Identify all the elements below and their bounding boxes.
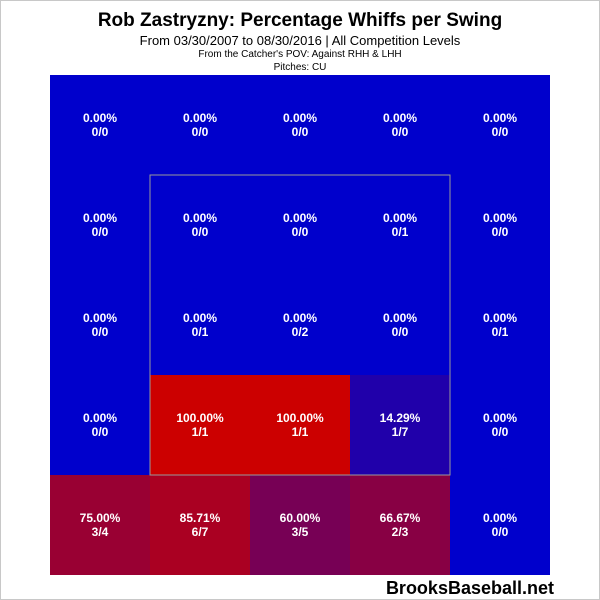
zone-cell-r2-c3 — [250, 175, 350, 275]
zone-count-label: 2/3 — [392, 525, 409, 539]
zone-cell-r1-c3 — [250, 75, 350, 175]
zone-count-label: 0/1 — [192, 325, 209, 339]
zone-cell-r4-c2 — [150, 375, 250, 475]
zone-count-label: 0/1 — [392, 225, 409, 239]
zone-cell-r5-c3 — [250, 475, 350, 575]
zone-cell-r2-c1 — [50, 175, 150, 275]
zone-cell-r4-c1 — [50, 375, 150, 475]
zone-pct-label: 66.67% — [380, 511, 421, 525]
zone-count-label: 0/0 — [492, 225, 509, 239]
chart-subtitle: From 03/30/2007 to 08/30/2016 | All Comp… — [139, 33, 461, 48]
zone-cell-r3-c3 — [250, 275, 350, 375]
zone-count-label: 0/1 — [492, 325, 509, 339]
zone-pct-label: 0.00% — [283, 211, 317, 225]
pitches-caption: Pitches: CU — [273, 62, 327, 73]
zone-cell-r1-c4 — [350, 75, 450, 175]
zone-cell-r4-c3 — [250, 375, 350, 475]
zone-count-label: 0/0 — [392, 325, 409, 339]
zone-count-label: 0/0 — [192, 225, 209, 239]
zone-count-label: 0/0 — [392, 125, 409, 139]
zone-cell-r3-c5 — [450, 275, 550, 375]
zone-count-label: 1/1 — [292, 425, 309, 439]
zone-cell-r3-c2 — [150, 275, 250, 375]
zone-count-label: 3/4 — [92, 525, 109, 539]
watermark: BrooksBaseball.net — [385, 578, 554, 598]
zone-cell-r4-c5 — [450, 375, 550, 475]
zone-count-label: 0/0 — [292, 225, 309, 239]
zone-count-label: 0/0 — [492, 525, 509, 539]
zone-pct-label: 0.00% — [83, 211, 117, 225]
zone-cell-r2-c5 — [450, 175, 550, 275]
zone-count-label: 0/0 — [92, 125, 109, 139]
zone-pct-label: 0.00% — [483, 511, 517, 525]
zone-count-label: 0/0 — [492, 125, 509, 139]
zone-cell-r1-c5 — [450, 75, 550, 175]
zone-pct-label: 0.00% — [83, 111, 117, 125]
zone-pct-label: 0.00% — [183, 311, 217, 325]
zone-pct-label: 100.00% — [176, 411, 224, 425]
zone-pct-label: 0.00% — [483, 411, 517, 425]
zone-pct-label: 85.71% — [180, 511, 221, 525]
zone-count-label: 0/0 — [492, 425, 509, 439]
zone-cell-r5-c5 — [450, 475, 550, 575]
zone-pct-label: 0.00% — [83, 311, 117, 325]
zone-pct-label: 0.00% — [483, 311, 517, 325]
zone-pct-label: 0.00% — [283, 311, 317, 325]
chart-title: Rob Zastryzny: Percentage Whiffs per Swi… — [97, 10, 503, 31]
zone-count-label: 0/0 — [92, 425, 109, 439]
zone-count-label: 3/5 — [292, 525, 309, 539]
zone-pct-label: 0.00% — [483, 111, 517, 125]
zone-count-label: 0/0 — [92, 325, 109, 339]
zone-count-label: 0/0 — [92, 225, 109, 239]
zone-cell-r1-c2 — [150, 75, 250, 175]
zone-pct-label: 0.00% — [83, 411, 117, 425]
zone-count-label: 0/0 — [292, 125, 309, 139]
zone-count-label: 0/0 — [192, 125, 209, 139]
zone-count-label: 0/2 — [292, 325, 309, 339]
zone-cell-r1-c1 — [50, 75, 150, 175]
zone-cell-r5-c2 — [150, 475, 250, 575]
zone-pct-label: 100.00% — [276, 411, 324, 425]
zone-cell-r3-c1 — [50, 275, 150, 375]
zone-pct-label: 75.00% — [80, 511, 121, 525]
zone-count-label: 1/1 — [192, 425, 209, 439]
zone-cell-r5-c4 — [350, 475, 450, 575]
zone-count-label: 6/7 — [192, 525, 209, 539]
zone-pct-label: 60.00% — [280, 511, 321, 525]
zone-pct-label: 14.29% — [380, 411, 421, 425]
zone-pct-label: 0.00% — [383, 111, 417, 125]
strike-zone-outline — [149, 174, 451, 476]
zone-pct-label: 0.00% — [383, 211, 417, 225]
zone-cell-r5-c1 — [50, 475, 150, 575]
pov-caption: From the Catcher's POV: Against RHH & LH… — [198, 49, 402, 60]
zone-count-label: 1/7 — [392, 425, 409, 439]
zone-pct-label: 0.00% — [183, 211, 217, 225]
zone-cell-r4-c4 — [350, 375, 450, 475]
zone-cell-r3-c4 — [350, 275, 450, 375]
zone-cell-r2-c4 — [350, 175, 450, 275]
zone-pct-label: 0.00% — [483, 211, 517, 225]
zone-pct-label: 0.00% — [383, 311, 417, 325]
zone-cell-r2-c2 — [150, 175, 250, 275]
zone-pct-label: 0.00% — [183, 111, 217, 125]
zone-pct-label: 0.00% — [283, 111, 317, 125]
